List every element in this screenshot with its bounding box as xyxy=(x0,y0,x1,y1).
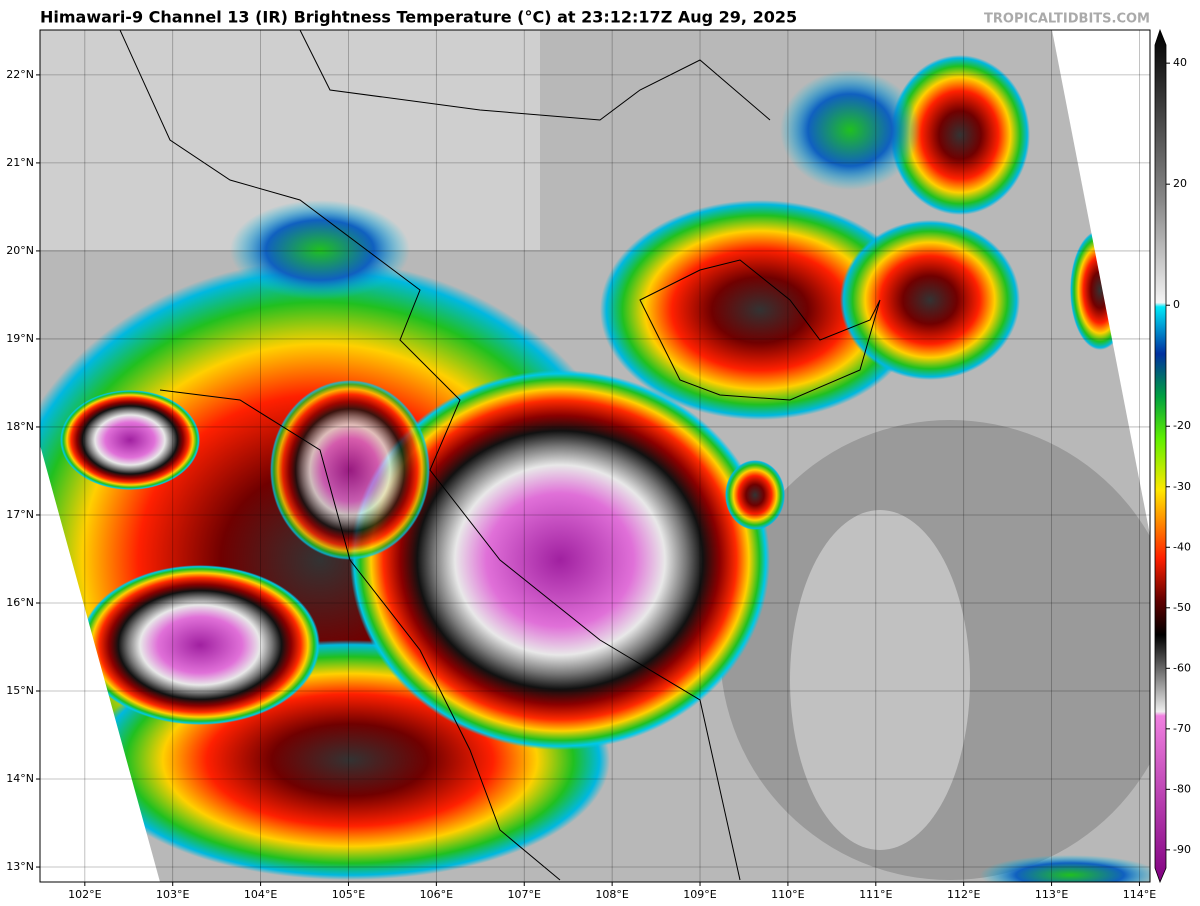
convection xyxy=(840,220,1020,380)
colorbar-tick-label: -40 xyxy=(1173,540,1191,553)
colorbar-tick-label: -20 xyxy=(1173,419,1191,432)
title: Himawari-9 Channel 13 (IR) Brightness Te… xyxy=(40,8,797,27)
watermark: TROPICALTIDBITS.COM xyxy=(984,12,1150,27)
colorbar-tick-label: -60 xyxy=(1173,661,1191,674)
y-tick-label: 18°N xyxy=(6,420,34,433)
x-tick-label: 112°E xyxy=(947,888,980,901)
convection xyxy=(60,390,200,490)
y-tick-label: 22°N xyxy=(6,68,34,81)
x-tick-label: 104°E xyxy=(244,888,277,901)
colorbar-tick-label: 0 xyxy=(1173,298,1180,311)
convection xyxy=(80,565,320,725)
colorbar-tick-label: -70 xyxy=(1173,722,1191,735)
convection xyxy=(350,370,770,750)
convection xyxy=(230,200,410,300)
no-data xyxy=(1052,30,1150,535)
coastline xyxy=(639,259,881,401)
convection xyxy=(270,380,430,560)
x-tick-label: 105°E xyxy=(332,888,365,901)
x-tick-label: 113°E xyxy=(1035,888,1068,901)
y-tick-label: 19°N xyxy=(6,332,34,345)
convection xyxy=(600,200,920,420)
x-tick-label: 108°E xyxy=(595,888,628,901)
x-tick-label: 103°E xyxy=(156,888,189,901)
colorbar-tick-label: -90 xyxy=(1173,843,1191,856)
x-tick-label: 102°E xyxy=(68,888,101,901)
colorbar: 40 20 0 -20 -30 -40 -50 -60 -70 -80 -90 xyxy=(1154,28,1191,884)
y-tick-label: 16°N xyxy=(6,596,34,609)
colorbar-tick-label: -30 xyxy=(1173,480,1191,493)
border xyxy=(299,30,771,121)
y-tick-label: 15°N xyxy=(6,684,34,697)
y-tick-label: 17°N xyxy=(6,508,34,521)
graticule: 102°E 103°E 104°E 105°E 106°E 107°E 108°E 109°E… xyxy=(6,30,1156,901)
x-tick-label: 110°E xyxy=(771,888,804,901)
convection xyxy=(890,55,1030,215)
convection xyxy=(725,460,785,530)
coastline xyxy=(119,30,741,881)
cloud-field xyxy=(790,510,970,850)
no-data xyxy=(40,445,160,882)
colorbar-tick-label: -80 xyxy=(1173,782,1191,795)
x-tick-label: 109°E xyxy=(683,888,716,901)
satellite-image xyxy=(40,30,1150,882)
colorbar-scale xyxy=(1154,28,1167,884)
x-tick-label: 114°E xyxy=(1123,888,1156,901)
colorbar-tick-label: -50 xyxy=(1173,601,1191,614)
border xyxy=(159,389,561,881)
map-frame xyxy=(39,29,1151,883)
convection xyxy=(980,855,1150,882)
x-tick-label: 111°E xyxy=(859,888,892,901)
y-tick-label: 13°N xyxy=(6,860,34,873)
colorbar-tick-label: 40 xyxy=(1173,56,1187,69)
x-tick-label: 107°E xyxy=(508,888,541,901)
y-tick-label: 21°N xyxy=(6,156,34,169)
y-tick-label: 20°N xyxy=(6,244,34,257)
y-tick-label: 14°N xyxy=(6,772,34,785)
convection xyxy=(780,70,920,190)
colorbar-tick-label: 20 xyxy=(1173,177,1187,190)
x-tick-label: 106°E xyxy=(420,888,453,901)
